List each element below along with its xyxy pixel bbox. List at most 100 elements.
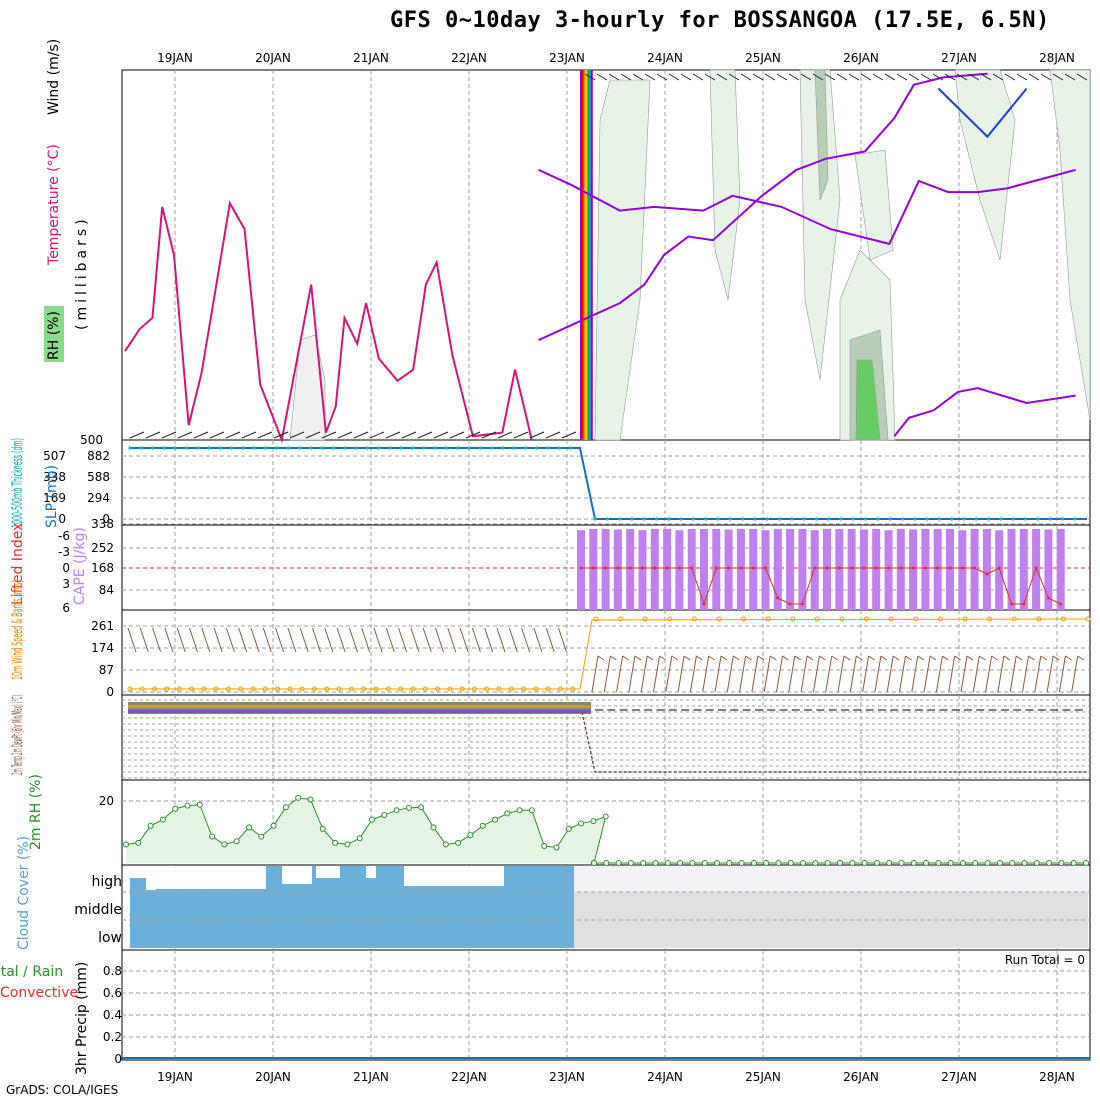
wind-barb [716, 73, 728, 81]
rh-marker [332, 839, 339, 846]
rh-axis-title: 2m RH (%) [28, 774, 44, 850]
rh-marker [295, 794, 302, 801]
wind-barb [825, 655, 833, 693]
wind-barb [139, 627, 149, 653]
thickness-marker [320, 446, 324, 450]
li-axis-label: Lifted Index [10, 523, 26, 605]
wind-barb [739, 655, 747, 693]
thickness-marker [741, 517, 745, 521]
wind-barb [336, 627, 346, 653]
wind-barb [1040, 73, 1052, 81]
day-label-top: 28JAN [1039, 51, 1075, 65]
li-marker [973, 566, 977, 570]
rh-marker [504, 810, 511, 817]
wind-speed-marker [176, 686, 182, 692]
li-marker [1022, 602, 1026, 606]
wind-barb [628, 655, 636, 693]
li-marker [997, 566, 1001, 570]
thickness-marker [535, 446, 539, 450]
rh-marker [898, 860, 905, 866]
wind-barb [956, 73, 968, 81]
wind-barb [640, 655, 648, 693]
wind-barb [410, 627, 420, 653]
rh-marker [947, 860, 954, 866]
wind-barb [892, 655, 900, 661]
day-label-top: 26JAN [843, 51, 879, 65]
rh-marker [282, 804, 289, 811]
rh-marker [172, 805, 179, 812]
wind-speed-marker [533, 686, 539, 692]
wind-speed-marker [1085, 616, 1091, 622]
day-label-top: 27JAN [941, 51, 977, 65]
wind-barb [856, 655, 863, 661]
rh-marker [455, 839, 462, 846]
thickness-marker [490, 446, 494, 450]
rh-marker [381, 811, 388, 818]
wind-barb [622, 655, 629, 661]
rh-marker [209, 833, 216, 840]
wind-speed-marker [618, 616, 624, 622]
wind-barb [608, 73, 620, 81]
wind-barb [980, 73, 992, 81]
wind-speed-marker [667, 616, 673, 622]
rh-marker [935, 860, 942, 866]
day-label-bottom: 23JAN [549, 1070, 585, 1084]
rh-marker [689, 860, 696, 866]
wind-barb [831, 655, 838, 661]
thickness-marker [1036, 517, 1040, 521]
rh-marker [775, 860, 782, 866]
profile-line [937, 87, 1028, 139]
wind-barb [1071, 655, 1079, 693]
wind-speed-marker [152, 686, 158, 692]
y-tick-right: 0 [102, 512, 110, 526]
wind-barb [843, 655, 851, 661]
rh-marker [430, 824, 437, 831]
wind-barb [1004, 73, 1016, 81]
wind-barb [849, 655, 857, 693]
wind-speed-marker [287, 686, 293, 692]
wind-barb [361, 627, 371, 653]
wind-barb [806, 655, 814, 661]
wind-barb [908, 73, 920, 81]
y-tick-left: -6 [58, 529, 70, 543]
wind-barb [597, 655, 605, 661]
thickness-marker [864, 517, 868, 521]
wind-barb [262, 627, 272, 653]
wind-barb [471, 627, 481, 653]
wind-barb [145, 431, 161, 439]
wind-barb [757, 655, 765, 661]
day-label-bottom: 22JAN [451, 1070, 487, 1084]
thickness-marker [987, 517, 991, 521]
rh-marker [1046, 860, 1053, 866]
day-label-top: 22JAN [451, 51, 487, 65]
wind-speed-marker [250, 686, 256, 692]
wind-barb [653, 655, 660, 693]
wind-barb [435, 627, 444, 653]
wind-barb [1052, 655, 1060, 661]
pressure-axis-title: (millibars) [74, 215, 90, 330]
wind-barb [935, 655, 943, 693]
wind-barb [733, 655, 740, 661]
cape-bar [1044, 529, 1053, 610]
temp-axis-title: 2m Temp 2m DewPt (6hr Min/Max) (°C) [10, 695, 26, 775]
wind-speed-marker [435, 686, 440, 692]
wind-speed-marker [398, 686, 404, 692]
wind-barb [176, 627, 186, 653]
wind-barb [1058, 655, 1066, 693]
thickness-marker [478, 446, 482, 450]
thickness-marker [962, 517, 966, 521]
li-marker [739, 566, 743, 570]
wind-barb [257, 431, 273, 439]
wind-barb [353, 431, 369, 439]
wind-speed-marker [225, 686, 231, 692]
li-marker [1059, 602, 1063, 606]
li-marker [1046, 596, 1050, 600]
rh-marker [565, 825, 572, 832]
wind-speed-marker [447, 686, 453, 692]
y-tick-left: 0 [58, 512, 66, 526]
wind-speed-marker [471, 686, 477, 692]
thickness-marker [264, 446, 268, 450]
li-marker [936, 566, 940, 570]
thickness-marker [218, 446, 222, 450]
wind-barb [836, 73, 848, 81]
